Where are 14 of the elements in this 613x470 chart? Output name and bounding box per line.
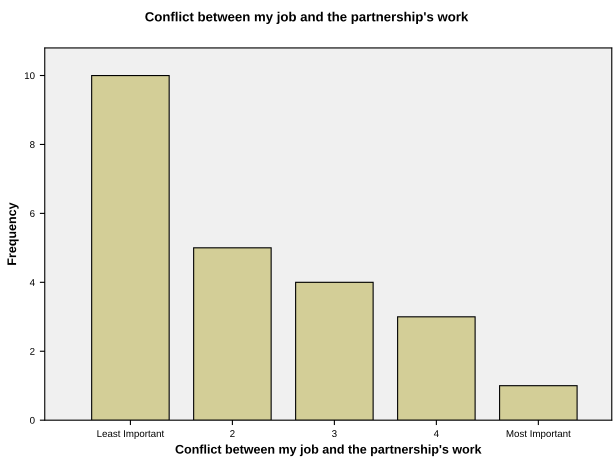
- chart-title: Conflict between my job and the partnership's work: [145, 12, 468, 24]
- y-axis-title: Frequency: [7, 202, 19, 265]
- x-tick-label: Least Important: [97, 430, 164, 439]
- y-tick-label: 2: [30, 348, 35, 355]
- x-tick-label: 4: [434, 430, 439, 437]
- y-tick-label: 0: [30, 416, 35, 424]
- x-tick-label: 3: [332, 430, 337, 438]
- x-tick-label: Most Important: [506, 430, 571, 439]
- y-tick-label: 6: [30, 210, 35, 217]
- x-tick-label: 2: [230, 430, 235, 437]
- y-tick-label: 10: [24, 72, 35, 80]
- x-axis-title: Conflict between my job and the partnership's work: [176, 444, 482, 456]
- y-tick-label: 4: [30, 279, 35, 286]
- y-tick-label: 8: [30, 141, 35, 148]
